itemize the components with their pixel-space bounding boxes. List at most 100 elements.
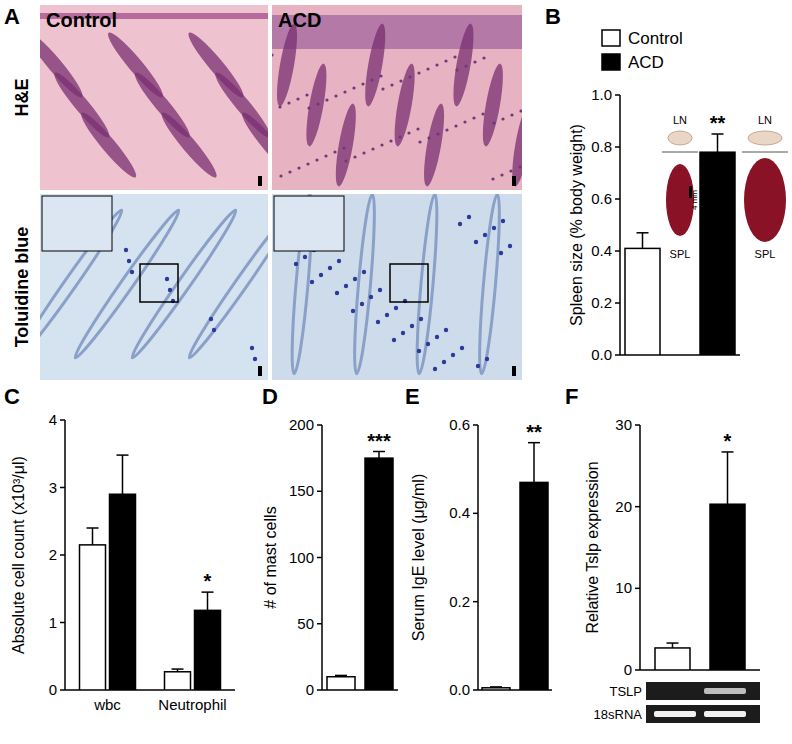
tick-label: 0.0: [591, 346, 612, 363]
inset-divider: [662, 152, 698, 153]
bar: [165, 672, 191, 690]
nucleus: [278, 105, 281, 108]
mast-cell: [209, 317, 213, 321]
mast-cell: [362, 270, 366, 274]
error-cap: [87, 527, 99, 529]
mast-cell: [294, 262, 298, 266]
tick-label: 0.6: [591, 190, 612, 207]
tick: [317, 424, 322, 426]
error-stem: [378, 452, 380, 459]
nucleus: [492, 121, 495, 124]
background: [0, 0, 792, 744]
inset: [42, 196, 112, 251]
significance: ***: [367, 430, 391, 452]
error-bar: [373, 452, 385, 459]
significance: **: [526, 421, 542, 443]
mast-cell: [410, 324, 414, 328]
legend-label: Control: [628, 29, 683, 48]
tick: [60, 419, 65, 421]
nucleus: [464, 64, 467, 67]
nucleus: [325, 98, 328, 101]
nucleus: [306, 162, 309, 165]
nucleus: [398, 135, 401, 138]
bar: [625, 248, 660, 355]
bar: [482, 688, 510, 690]
panel-letter: C: [4, 384, 20, 409]
mast-cell: [376, 320, 380, 324]
nucleus: [473, 60, 476, 63]
nucleus: [453, 55, 456, 58]
scale-bar: [512, 176, 516, 186]
tick: [317, 623, 322, 625]
nucleus: [352, 86, 355, 89]
follicle: [413, 194, 441, 374]
error-bar: [87, 528, 99, 545]
inset-label: SPL: [670, 248, 691, 260]
y-axis: [619, 95, 621, 355]
mast-cell: [328, 266, 332, 270]
panel-letter: D: [262, 384, 278, 409]
y-axis-label: Serum IgE level (μg/ml): [410, 474, 427, 641]
nucleus: [353, 155, 356, 158]
bar: [195, 610, 221, 690]
tick: [317, 689, 322, 691]
tick-label: 0.6: [449, 416, 470, 433]
tick: [60, 622, 65, 624]
nucleus: [510, 113, 513, 116]
mast-cell: [127, 259, 131, 263]
tissue: [272, 194, 522, 380]
tick-label: 1: [49, 614, 57, 631]
bar: [110, 494, 136, 690]
nucleus: [500, 173, 503, 176]
scale-bar: [258, 366, 262, 376]
tick-label: 0.8: [591, 138, 612, 155]
follicle: [184, 207, 268, 361]
follicle: [476, 194, 504, 374]
tick: [615, 94, 620, 96]
plot-marks: [327, 452, 393, 691]
mast-cell: [168, 288, 172, 292]
y-axis-label: # of mast cells: [262, 506, 279, 608]
inset-box: [390, 264, 428, 302]
gel-strip: [646, 705, 760, 723]
lymph-node: [668, 131, 692, 145]
nucleus: [518, 165, 521, 168]
mast-cell: [401, 331, 405, 335]
bar: [710, 504, 745, 670]
nucleus: [407, 131, 410, 134]
follicle: [76, 108, 141, 181]
tick-label: 0: [624, 661, 632, 678]
follicle: [390, 62, 418, 147]
nucleus: [379, 74, 382, 77]
tick-label: 4: [49, 411, 57, 428]
mast-cell: [458, 222, 462, 226]
nucleus: [491, 177, 494, 180]
nucleus: [305, 93, 308, 96]
inset-label: LN: [673, 114, 687, 126]
tissue: [272, 5, 522, 190]
significance: *: [724, 430, 732, 452]
nucleus: [297, 166, 300, 169]
panel-letter: F: [565, 384, 578, 409]
mast-cell: [501, 219, 505, 223]
tick-label: 0.2: [591, 294, 612, 311]
follicle: [302, 62, 330, 147]
tick-label: 0.2: [449, 593, 470, 610]
tick-label: 0: [306, 681, 314, 698]
legend-swatch: [602, 30, 620, 46]
tick: [635, 669, 640, 671]
plot-marks: [80, 455, 221, 690]
nucleus: [343, 90, 346, 93]
nucleus: [416, 127, 419, 130]
gel-label: 18sRNA: [594, 707, 643, 722]
nucleus: [501, 117, 504, 120]
follicle: [332, 102, 360, 187]
mast-cell: [476, 364, 480, 368]
nucleus: [445, 128, 448, 131]
legend-swatch: [602, 54, 620, 70]
y-axis-label: Relative Tslp expression: [584, 461, 601, 633]
mast-cell: [310, 280, 314, 284]
inset-label: LN: [758, 114, 772, 126]
tick: [615, 250, 620, 252]
plot-marks: [482, 443, 548, 690]
